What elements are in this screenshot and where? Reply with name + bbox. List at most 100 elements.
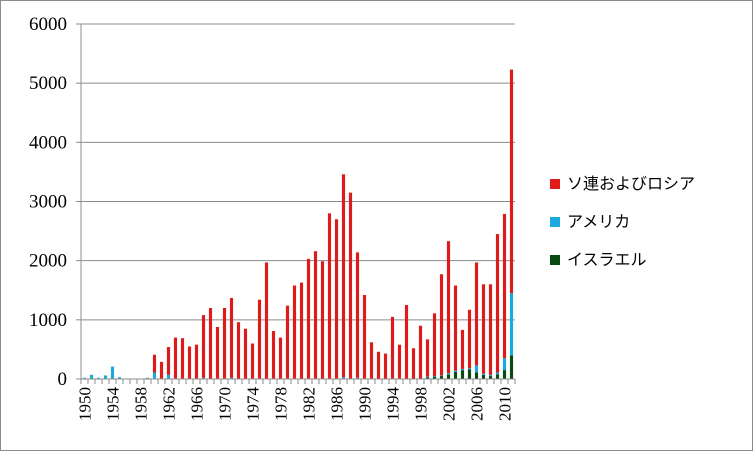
- bar-segment: [488, 374, 493, 377]
- bar-segment: [488, 376, 493, 379]
- bar-segment: [467, 369, 472, 379]
- bar-segment: [495, 372, 500, 375]
- bar-segment: [502, 358, 507, 371]
- legend-label: イスラエル: [567, 250, 647, 269]
- bar-segment: [355, 252, 360, 378]
- bar-segment: [432, 376, 437, 379]
- bar-segment: [187, 346, 192, 379]
- x-tick-label: 2010: [496, 387, 515, 421]
- bar-segment: [453, 371, 458, 379]
- bar-segment: [229, 297, 234, 378]
- bar-segment: [432, 376, 437, 377]
- bar-segment: [208, 308, 213, 379]
- x-tick-label: 1998: [412, 387, 431, 421]
- bar-segment: [285, 305, 290, 379]
- bar-segment: [376, 351, 381, 379]
- bar-segment: [509, 355, 514, 379]
- bar-segment: [299, 282, 304, 379]
- bar-segment: [425, 377, 430, 379]
- x-tick-label: 1970: [216, 387, 235, 421]
- x-axis-tick-labels: 1950 1954 1958 1962 1966 1970 1974 1978 1982 1986…: [76, 387, 515, 422]
- x-tick-label: 1994: [384, 387, 403, 422]
- bar-segment: [313, 251, 318, 379]
- legend-swatch: [550, 255, 560, 265]
- bar-segment: [152, 354, 157, 373]
- y-tick-label: 5000: [29, 73, 67, 94]
- bar-segment: [383, 353, 388, 379]
- bar-segment: [264, 262, 269, 379]
- legend-swatch: [550, 217, 560, 227]
- bar-segment: [159, 361, 164, 379]
- bar-segment: [152, 372, 157, 379]
- bars: [82, 69, 514, 379]
- bar-segment: [271, 331, 276, 379]
- x-tick-label: 2006: [468, 387, 487, 421]
- bar-segment: [446, 373, 451, 375]
- bar-segment: [411, 348, 416, 379]
- bar-segment: [89, 374, 94, 379]
- bar-segment: [82, 377, 87, 379]
- bar-segment: [117, 377, 122, 379]
- x-tick-label: 2002: [440, 387, 459, 421]
- bar-segment: [278, 337, 283, 379]
- bar-segment: [348, 192, 353, 379]
- bar-segment: [460, 329, 465, 369]
- bar-segment: [481, 284, 486, 374]
- x-tick-label: 1954: [104, 387, 123, 422]
- x-tick-label: 1950: [76, 387, 95, 421]
- bar-segment: [439, 375, 444, 377]
- bar-segment: [453, 285, 458, 371]
- bar-segment: [229, 377, 234, 379]
- bar-segment: [509, 69, 514, 294]
- bar-segment: [362, 294, 367, 379]
- bar-segment: [222, 308, 227, 379]
- legend-swatch: [550, 179, 560, 189]
- bar-segment: [509, 293, 514, 356]
- bar-segment: [474, 372, 479, 379]
- bar-segment: [327, 213, 332, 379]
- y-tick-label: 0: [58, 369, 68, 390]
- x-tick-label: 1966: [188, 387, 207, 421]
- bar-segment: [481, 373, 486, 375]
- bar-segment: [334, 219, 339, 379]
- bar-segment: [432, 313, 437, 377]
- bar-segment: [194, 344, 199, 379]
- bar-segment: [236, 322, 241, 379]
- bar-segment: [467, 309, 472, 369]
- bar-segment: [439, 274, 444, 376]
- bar-segment: [341, 377, 346, 379]
- bar-segment: [145, 377, 150, 379]
- bar-segment: [166, 347, 171, 375]
- x-tick-label: 1958: [132, 387, 151, 421]
- x-tick-label: 1962: [160, 387, 179, 421]
- legend-label: ソ連およびロシア: [567, 174, 695, 193]
- bar-segment: [292, 285, 297, 379]
- bar-segment: [390, 316, 395, 379]
- bar-segment: [439, 376, 444, 379]
- bar-segment: [481, 374, 486, 379]
- bar-segment: [103, 375, 108, 379]
- bar-segment: [355, 377, 360, 379]
- bar-segment: [474, 365, 479, 373]
- bar-segment: [173, 337, 178, 379]
- bar-segment: [341, 174, 346, 378]
- bar-segment: [495, 234, 500, 373]
- bar-segment: [243, 328, 248, 379]
- legend-label: アメリカ: [567, 212, 630, 231]
- bar-segment: [201, 315, 206, 378]
- bar-segment: [460, 370, 465, 379]
- bar-segment: [502, 370, 507, 379]
- bar-segment: [306, 258, 311, 379]
- bar-segment: [250, 343, 255, 379]
- bar-segment: [453, 370, 458, 372]
- bar-segment: [215, 326, 220, 379]
- bar-segment: [96, 377, 101, 379]
- x-tick-label: 1990: [356, 387, 375, 421]
- bar-segment: [467, 368, 472, 370]
- x-tick-label: 1986: [328, 387, 347, 421]
- bar-segment: [460, 368, 465, 371]
- bar-segment: [495, 374, 500, 379]
- bar-segment: [180, 338, 185, 379]
